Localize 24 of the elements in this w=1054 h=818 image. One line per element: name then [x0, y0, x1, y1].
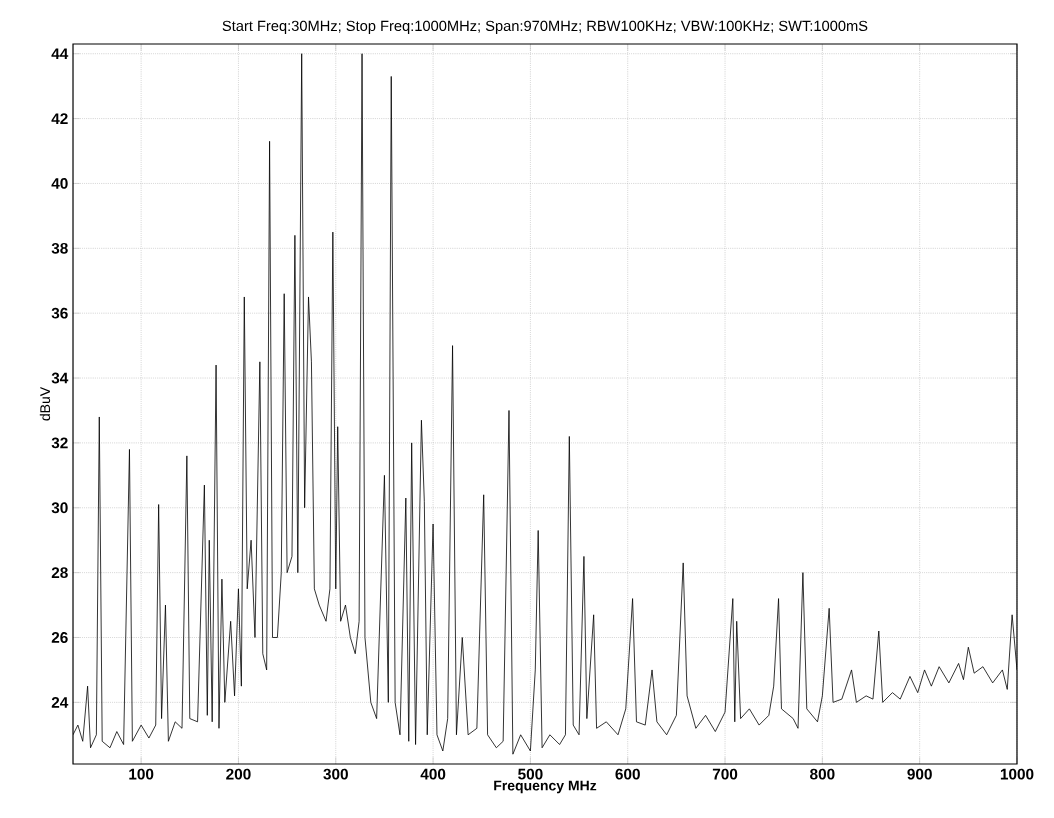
y-tick-label: 36: [51, 307, 68, 319]
x-tick-label: 900: [907, 768, 932, 780]
x-tick-label: 600: [615, 768, 640, 780]
y-axis-title: dBuV: [39, 386, 51, 421]
x-tick-label: 500: [518, 768, 543, 780]
y-tick-label: 30: [51, 502, 68, 514]
y-tick-label: 42: [51, 113, 68, 124]
x-tick-label: 100: [129, 768, 154, 780]
x-axis-title: Frequency MHz: [494, 780, 597, 794]
x-tick-label: 200: [226, 768, 251, 780]
y-tick-label: 44: [51, 48, 69, 59]
y-tick-label: 34: [51, 372, 69, 384]
x-tick-label: 700: [712, 768, 738, 780]
x-tick-label: 300: [323, 768, 348, 780]
y-tick-label: 38: [51, 242, 68, 254]
x-tick-label: 1000: [1000, 768, 1034, 780]
x-tick-label: 400: [420, 768, 446, 780]
y-tick-label: 32: [51, 437, 68, 449]
y-tick-label: 24: [51, 697, 69, 708]
y-tick-label: 26: [51, 632, 68, 643]
chart-title: Start Freq:30MHz; Stop Freq:1000MHz; Span:970MHz; RBW100KHz; VBW:100KHz; SWT:1000mS: [222, 20, 868, 34]
y-tick-label: 28: [51, 567, 68, 579]
x-tick-label: 800: [810, 768, 835, 780]
y-tick-label: 40: [51, 178, 68, 189]
